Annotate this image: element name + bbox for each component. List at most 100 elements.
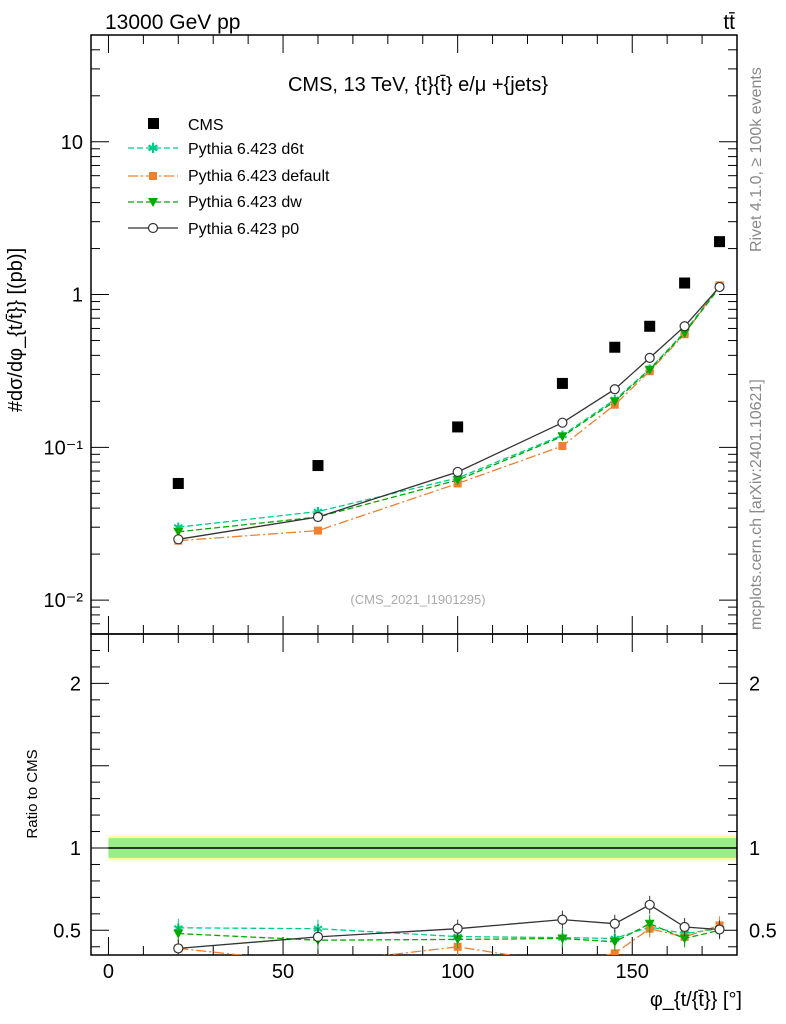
x-tick-label: 50	[272, 961, 294, 983]
ratio-y-tick-label-right: 2	[749, 673, 760, 695]
legend-label-p0: Pythia 6.423 p0	[188, 221, 299, 238]
main-point-default	[558, 442, 567, 451]
ratio-y-tick-label-right: 0.5	[749, 920, 777, 942]
main-point-dw	[679, 329, 690, 339]
analysis-watermark: (CMS_2021_I1901295)	[350, 592, 485, 607]
legend-marker-default	[149, 172, 157, 180]
ratio-point-dw	[173, 929, 184, 939]
ratio-y-axis-label: Ratio to CMS	[24, 749, 41, 838]
main-y-tick-label: 1	[72, 285, 83, 307]
ratio-y-tick-label-right: 1	[749, 838, 760, 860]
legend-marker-cms	[148, 118, 159, 129]
main-point-p0	[644, 352, 655, 363]
ratio-y-tick-label: 0.5	[53, 920, 81, 942]
main-point-cms	[172, 477, 184, 489]
main-point-cms	[714, 236, 726, 248]
main-panel: CMS, 13 TeV, {t}{t̄} e/μ +{jets} (CMS_20…	[5, 34, 738, 635]
ratio-point-p0	[173, 943, 184, 954]
legend-marker-dw	[148, 198, 158, 207]
ratio-point-p0	[714, 924, 725, 935]
ratio-series-p0	[173, 895, 725, 955]
main-point-dw	[173, 527, 184, 537]
ratio-y-tick-label: 1	[70, 838, 81, 860]
legend-marker-d6t: ✱	[147, 140, 159, 156]
ratio-point-p0	[312, 931, 324, 942]
ratio-series-dw	[173, 914, 725, 951]
ratio-line-p0	[178, 904, 720, 950]
main-point-dw	[452, 476, 463, 486]
main-y-axis-label: #dσ/dφ_{t/t̄}} [(pb)]	[5, 248, 27, 412]
ratio-series: ✱✱✱✱✱✱✱✱	[173, 895, 725, 967]
legend-marker-p0	[147, 222, 159, 234]
rivet-label: Rivet 4.1.0, ≥ 100k events	[748, 67, 765, 252]
legend-label-d6t: Pythia 6.423 d6t	[188, 141, 304, 158]
x-tick-label: 0	[103, 961, 114, 983]
main-line-default	[178, 284, 721, 542]
main-series: ✱✱✱✱✱✱✱✱	[172, 236, 726, 545]
legend-entry-cms: CMS	[148, 117, 224, 134]
legend-label-dw: Pythia 6.423 dw	[188, 194, 302, 211]
ratio-point-dw	[609, 937, 620, 947]
ratio-point-dw	[679, 934, 690, 944]
ratio-point-default	[558, 959, 566, 967]
main-y-tick-label: 10⁻²	[44, 590, 84, 612]
main-point-p0	[609, 384, 620, 395]
main-line-d6t	[178, 286, 721, 528]
ratio-point-dw	[644, 919, 655, 929]
process-label: tt̄	[723, 11, 735, 34]
main-series-default	[174, 281, 724, 545]
ratio-point-dw	[557, 934, 568, 944]
x-tick-label: 150	[616, 961, 649, 983]
ratio-series-d6t: ✱✱✱✱✱✱✱✱	[173, 918, 725, 948]
ratio-point-p0	[609, 918, 620, 929]
main-point-cms	[679, 277, 691, 289]
legend-entry-default: Pythia 6.423 default	[128, 168, 330, 185]
legend: CMS ✱ Pythia 6.423 d6t Pythia 6.423 defa…	[128, 117, 330, 238]
ratio-y-tick-label: 2	[70, 673, 81, 695]
main-series-dw	[173, 283, 725, 537]
ratio-point-p0	[452, 923, 463, 934]
x-axis-label: φ_{t/{t̄}} [°]	[650, 989, 742, 1011]
main-point-cms	[452, 421, 464, 433]
ratio-point-default	[610, 949, 619, 955]
main-y-tick-label: 10⁻¹	[44, 437, 84, 459]
ratio-x-ticks: 0 50 100 150	[103, 35, 703, 983]
main-point-cms	[609, 341, 621, 353]
main-line-p0	[178, 286, 720, 540]
main-point-p0	[679, 321, 690, 332]
main-point-p0	[452, 466, 463, 478]
main-point-p0	[714, 281, 725, 293]
legend-entry-d6t: ✱ Pythia 6.423 d6t	[128, 140, 304, 158]
ratio-point-dw	[452, 935, 463, 945]
main-series-p0	[173, 281, 725, 545]
legend-entry-p0: Pythia 6.423 p0	[128, 221, 299, 238]
mcplots-label: mcplots.cern.ch [arXiv:2401.10621]	[748, 379, 765, 630]
ratio-series-clipped: ✱✱✱✱✱✱✱✱	[173, 895, 725, 967]
main-point-p0	[312, 511, 324, 523]
main-series-cms	[172, 236, 726, 489]
main-point-p0	[173, 534, 184, 545]
main-point-d6t: ✱	[173, 520, 184, 535]
main-y-tick-label: 10	[61, 132, 83, 154]
ratio-point-p0	[644, 899, 655, 910]
main-point-cms	[556, 377, 568, 389]
main-line-dw	[178, 287, 721, 533]
ratio-uncertainty-band	[108, 835, 737, 861]
main-point-dw	[557, 432, 568, 442]
main-y-ticks: 10⁻² 10⁻¹ 1 10	[44, 34, 737, 635]
ratio-point-p0	[557, 914, 568, 925]
main-series-d6t: ✱✱✱✱✱✱✱✱	[173, 279, 725, 535]
main-point-cms	[644, 320, 656, 332]
ratio-line-dw	[178, 922, 720, 943]
main-point-dw	[644, 365, 655, 375]
main-point-cms	[312, 460, 324, 472]
legend-label-cms: CMS	[188, 117, 224, 134]
ratio-y-ticks: 0.5 0.5 1 1 2 2	[53, 649, 777, 948]
chart-title: CMS, 13 TeV, {t}{t̄} e/μ +{jets}	[288, 74, 548, 96]
energy-label: 13000 GeV pp	[105, 11, 240, 34]
ratio-point-default	[314, 959, 322, 967]
ratio-frame	[90, 633, 738, 956]
ratio-point-p0	[679, 921, 690, 933]
